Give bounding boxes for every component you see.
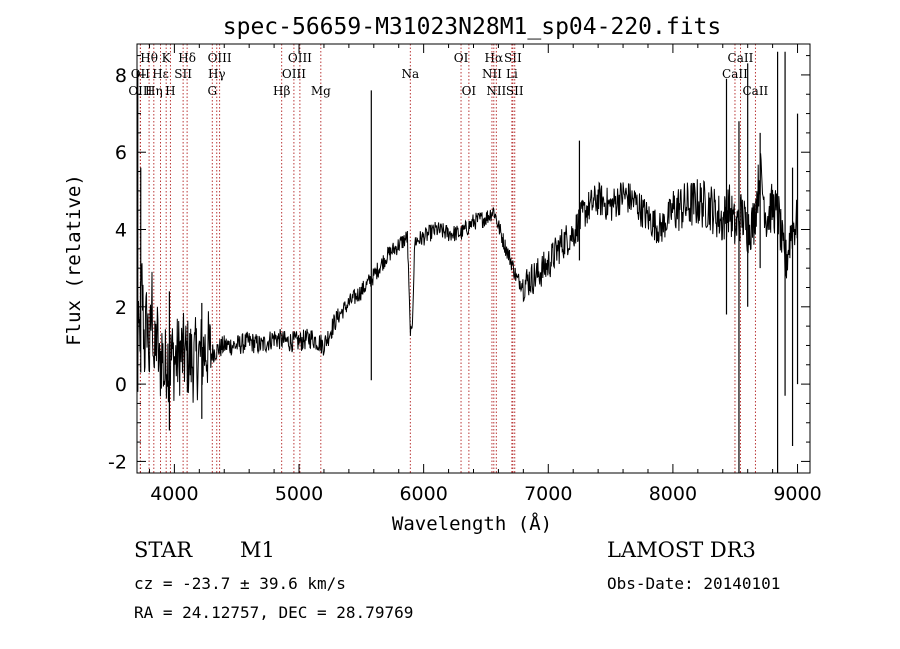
line-marker-label: Hγ [208,67,226,81]
line-marker-label: OIII [128,84,152,98]
axes: 4000 5000 6000 7000 8000 9000 -2 0 2 4 6 8 [108,44,822,505]
line-marker-label: K [162,51,172,65]
y-axis-label: Flux (relative) [63,174,85,346]
x-tick-label: 6000 [399,483,447,505]
y-tick-label: 6 [115,142,127,164]
obs-date: Obs-Date: 20140101 [607,574,781,593]
line-marker-label: SII [174,67,192,81]
line-marker-label: OI [462,84,477,98]
line-marker-label: G [207,84,217,98]
survey-name: LAMOST DR3 [607,538,756,562]
line-marker-label: SII [506,84,524,98]
line-marker-label: CaII [722,67,748,81]
line-marker-label: CaII [728,51,754,65]
line-marker-label: Hε [152,67,169,81]
line-marker-label: NII [482,67,502,81]
y-tick-label: 2 [115,297,127,319]
line-marker-label: Hβ [273,84,290,98]
y-tick-label: 0 [115,374,127,396]
line-marker-label: Hη [145,84,163,98]
line-marker-label: Hδ [178,51,196,65]
line-marker-label: OI [454,51,469,65]
x-tick-label: 4000 [150,483,198,505]
x-tick-label: 8000 [649,483,697,505]
line-marker-label: OIII [208,51,232,65]
velocity: cz = -23.7 ± 39.6 km/s [134,574,346,593]
line-marker-label: H [165,84,175,98]
chart-title: spec-56659-M31023N28M1_sp04-220.fits [223,14,722,40]
line-marker-label: Li [506,67,518,81]
line-marker-label: OIII [288,51,312,65]
line-marker-label: CaII [742,84,768,98]
x-tick-label: 7000 [524,483,572,505]
y-tick-label: 8 [115,65,127,87]
line-marker-label: NII [486,84,506,98]
line-marker-label: Mg [311,84,331,98]
object-class: STAR [134,538,193,562]
line-marker-label: OIII [282,67,306,81]
line-marker-label: OII [131,67,151,81]
coordinates: RA = 24.12757, DEC = 28.79769 [134,603,414,622]
line-marker-label: Na [401,67,419,81]
x-tick-label: 5000 [275,483,323,505]
spectrum-line [136,153,798,403]
y-tick-label: -2 [108,451,127,473]
line-marker-label: Hα [485,51,504,65]
x-tick-label: 9000 [773,483,821,505]
series-layer [136,51,799,473]
line-marker-label: Hθ [140,51,158,65]
x-axis-label: Wavelength (Å) [392,512,552,535]
object-subclass: M1 [240,538,275,562]
line-marker-label: SII [504,51,522,65]
y-tick-label: 4 [115,220,127,242]
plot-frame [136,43,811,474]
